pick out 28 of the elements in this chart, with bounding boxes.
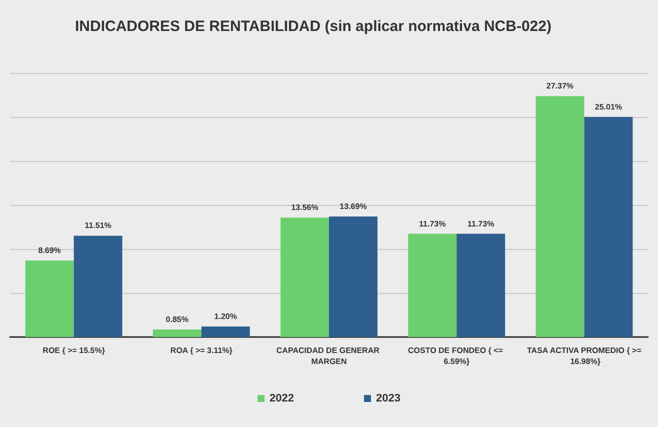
bar bbox=[584, 116, 633, 337]
bar bbox=[152, 330, 202, 337]
chart-title: INDICADORES DE RENTABILIDAD (sin aplicar normativa NCB-022) bbox=[75, 18, 552, 35]
data-label: 0.85% bbox=[166, 315, 188, 324]
bar bbox=[25, 260, 74, 337]
data-label: 27.37% bbox=[546, 82, 574, 91]
data-label: 1.20% bbox=[214, 312, 237, 321]
x-tick-label: TASA ACTIVA PROMEDIO { >= 16.98%} bbox=[527, 346, 642, 366]
bar bbox=[456, 234, 506, 337]
bar bbox=[536, 96, 584, 337]
data-label: 11.51% bbox=[84, 221, 112, 230]
x-tick-label: ROA { >= 3.11%} bbox=[170, 346, 232, 355]
x-tick-label: ROE { >= 15.5%} bbox=[42, 346, 105, 355]
bar bbox=[329, 216, 378, 337]
bar bbox=[280, 218, 329, 337]
data-label: 11.73% bbox=[419, 219, 446, 228]
x-tick-label: CAPACIDAD DE GENERAR MARGEN bbox=[276, 346, 382, 366]
bar bbox=[74, 236, 122, 337]
data-label: 11.73% bbox=[467, 219, 494, 228]
x-tick-label: COSTO DE FONDEO { <= 6.59%} bbox=[408, 346, 506, 366]
data-label: 13.56% bbox=[291, 203, 318, 212]
bar bbox=[201, 326, 250, 337]
legend-label: 2022 bbox=[270, 392, 294, 404]
bar bbox=[408, 234, 457, 337]
data-label: 25.01% bbox=[594, 102, 622, 112]
legend-label: 2023 bbox=[376, 392, 400, 404]
data-label: 8.69% bbox=[38, 246, 61, 256]
data-label: 13.69% bbox=[340, 202, 367, 212]
